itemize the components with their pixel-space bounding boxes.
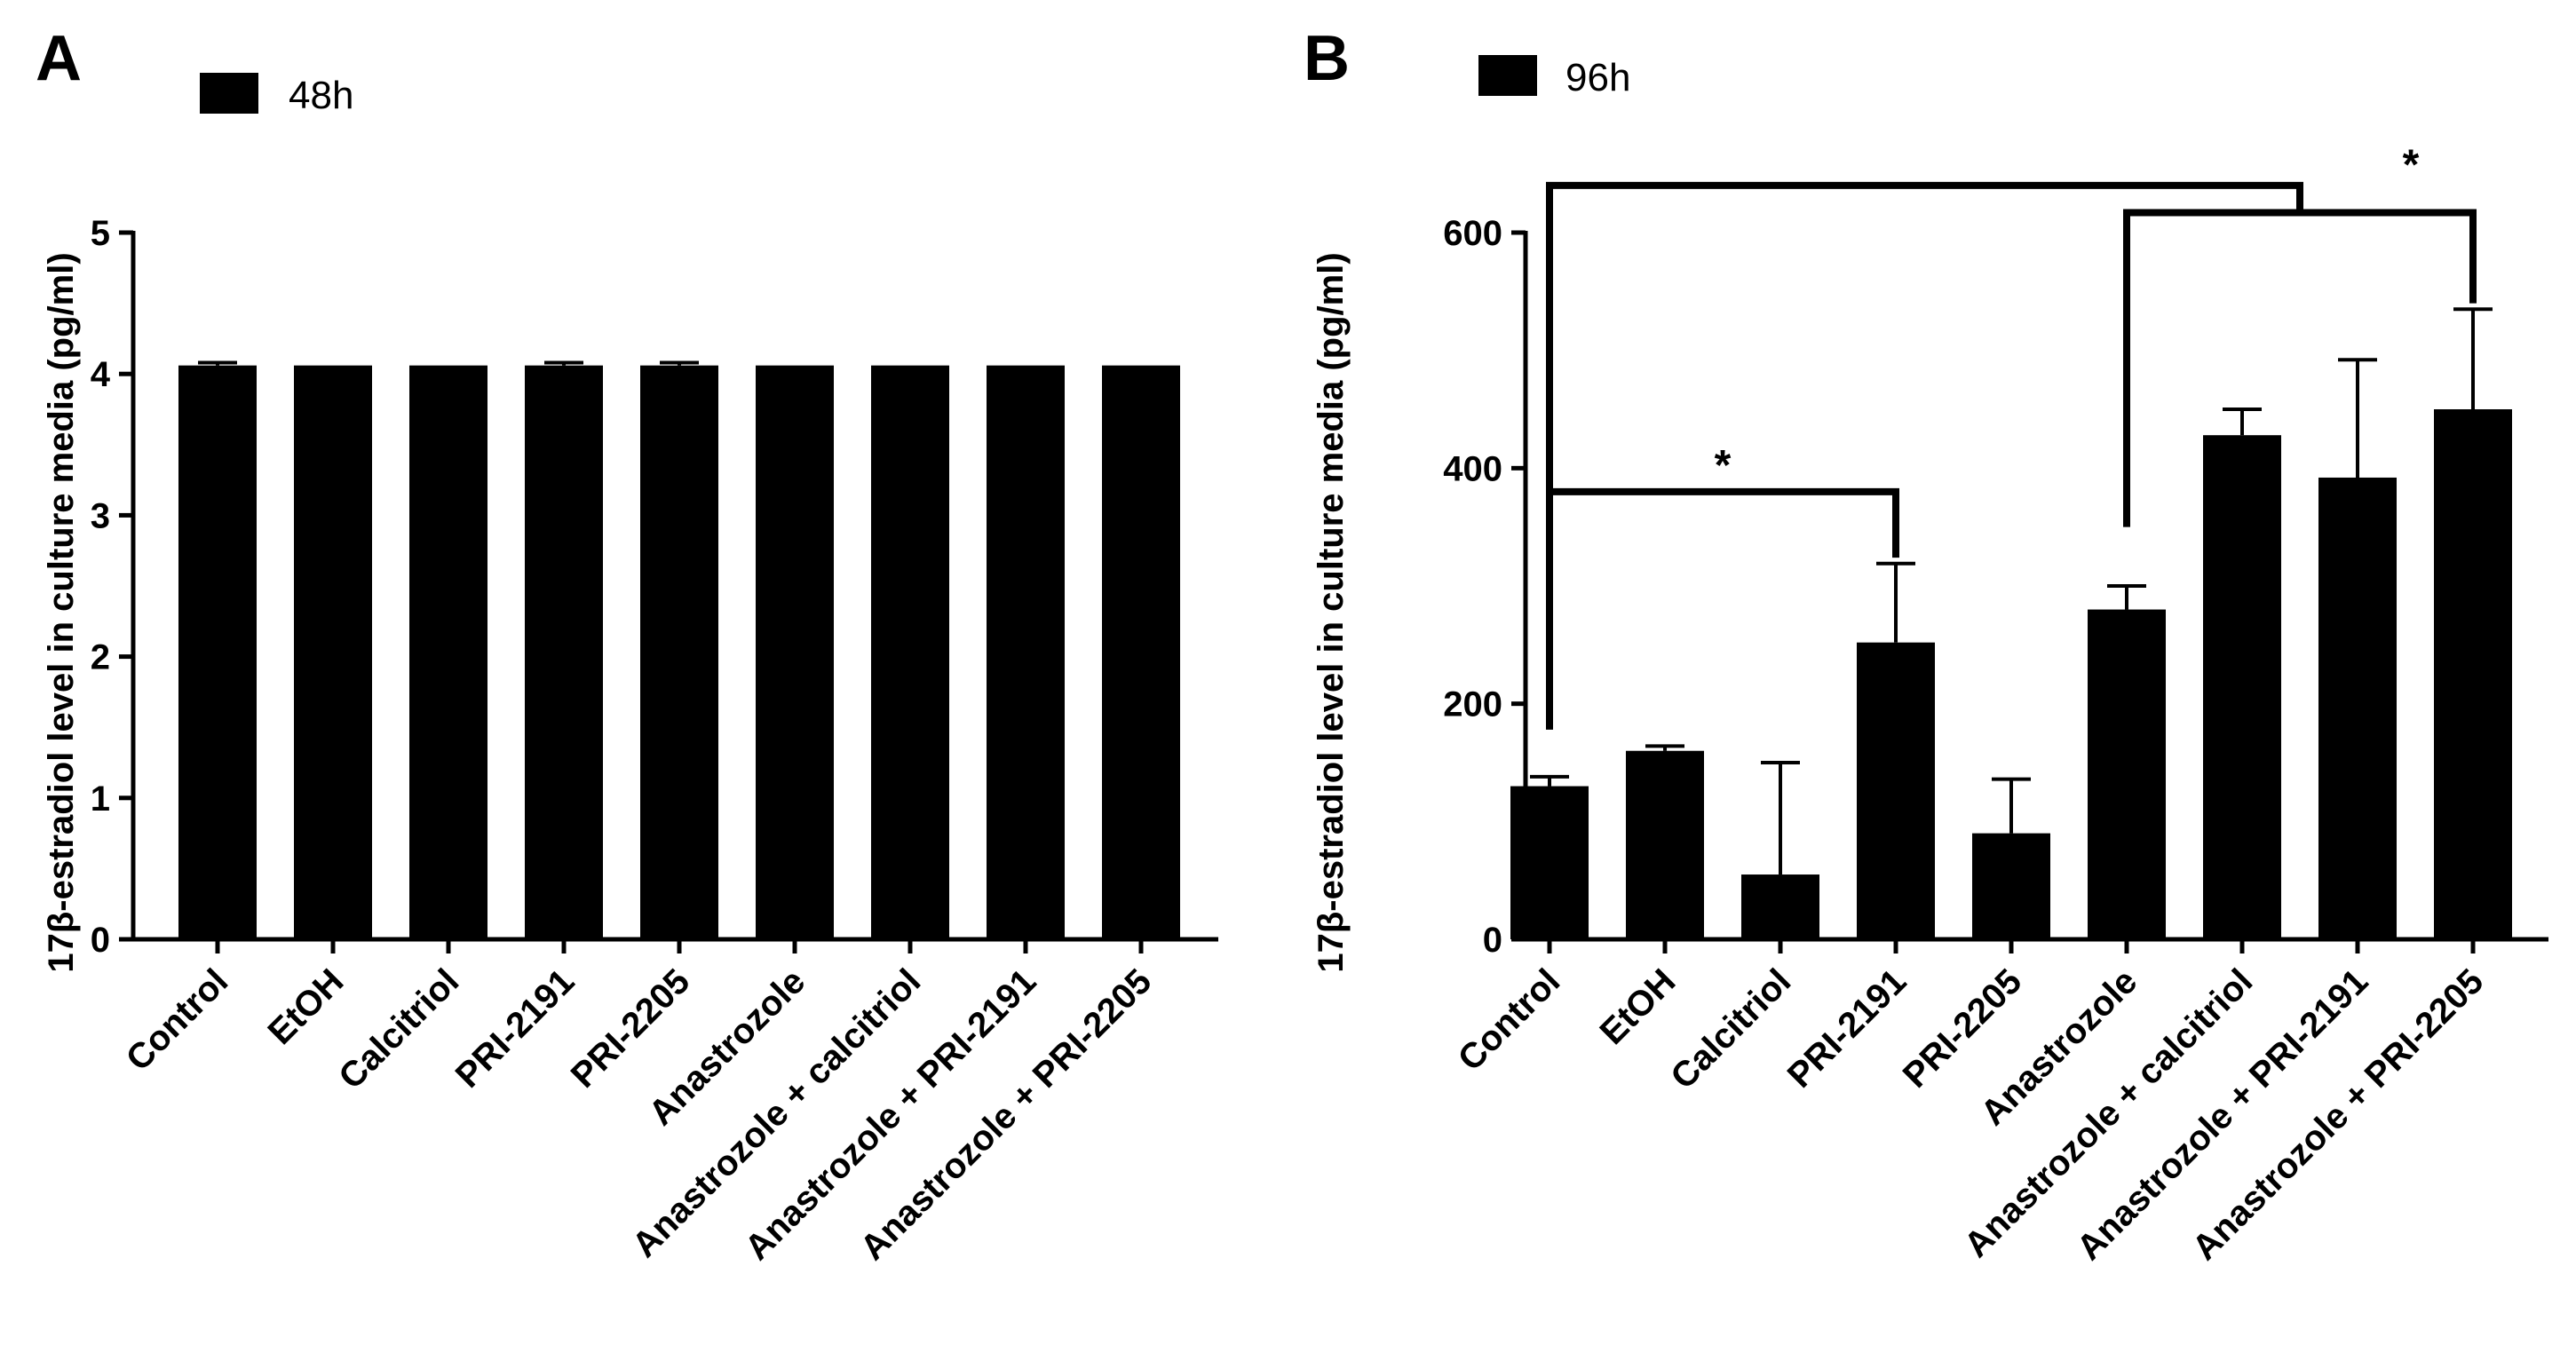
panel-a-bar [294, 365, 372, 939]
panel-b-sig-bracket [2123, 209, 2477, 527]
panel-b-bar [2434, 409, 2512, 939]
panel-a-ytick-label: 1 [91, 779, 110, 819]
panel-b-letter: B [1304, 23, 1350, 94]
panel-b-ytick-label: 200 [1443, 685, 1502, 724]
panel-a-xtick-label: Calcitriol [331, 961, 466, 1096]
panel-b-bar [2318, 477, 2397, 939]
panel-a-legend-swatch [200, 73, 258, 114]
panel-b-bar [2203, 435, 2281, 940]
panel-a-xtick-label: PRI-2191 [448, 961, 583, 1096]
panel-b-xtick-label: PRI-2191 [1780, 961, 1914, 1096]
panel-b-xtick-label: EtOH [1593, 961, 1684, 1052]
panel-a-ytick-label: 5 [91, 214, 110, 253]
panel-b-bar [1510, 786, 1589, 939]
panel-b-y-axis-label: 17β-estradiol level in culture media (pg… [1312, 252, 1351, 972]
panel-b-xtick-label: Control [1451, 961, 1568, 1079]
panel-b-bar [1741, 874, 1819, 939]
panel-a-bar [409, 365, 487, 939]
panel-a-bar [1102, 365, 1180, 939]
panel-a-bar [871, 365, 949, 939]
panel-a-letter: A [36, 23, 82, 94]
panel-a-legend-label: 48h [289, 74, 353, 117]
panel-b-ytick-label: 400 [1443, 449, 1502, 488]
panel-b-sig-bracket [1546, 487, 1899, 730]
panel-a-ytick-label: 4 [91, 355, 111, 394]
panel-a-y-axis-label: 17β-estradiol level in culture media (pg… [42, 252, 81, 972]
panel-a-bar [640, 365, 718, 939]
panel-b-sig-star: * [2403, 142, 2420, 189]
panel-b-legend-label: 96h [1565, 56, 1630, 99]
panel-a-xtick-label: Control [119, 961, 236, 1079]
panel-b-bar [1972, 833, 2050, 939]
panel-b-sig-bracket [1546, 181, 2303, 718]
panel-b-ytick-label: 0 [1483, 921, 1502, 960]
panel-a-bar [525, 365, 603, 939]
panel-b-bar [2088, 609, 2166, 939]
panel-a-bar [178, 365, 257, 939]
panel-a-chart: A 48h 17β-estradiol level in culture med… [36, 23, 1218, 1268]
panel-a-ytick-label: 2 [91, 638, 110, 677]
panel-b-sig-star: * [1715, 442, 1732, 489]
panel-a-ytick-label: 3 [91, 496, 110, 535]
panel-b-legend-swatch [1478, 55, 1537, 96]
panel-a-bar [987, 365, 1065, 939]
panel-b-xtick-label: Calcitriol [1663, 961, 1798, 1096]
panel-a-bar [756, 365, 834, 939]
panel-b-ytick-label: 600 [1443, 214, 1502, 253]
panel-b-bar [1857, 642, 1935, 939]
panel-a-ytick-label: 0 [91, 921, 110, 960]
panel-a-xtick-label: EtOH [261, 961, 352, 1052]
panel-b-bar [1626, 750, 1704, 939]
panel-b-chart: B 96h 17β-estradiol level in culture med… [1304, 23, 2548, 1268]
